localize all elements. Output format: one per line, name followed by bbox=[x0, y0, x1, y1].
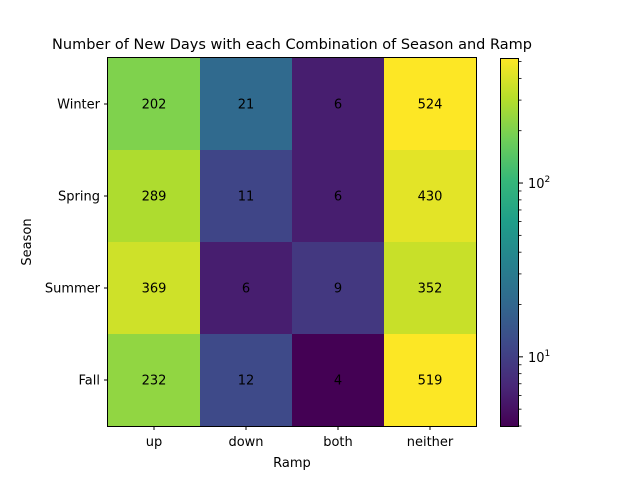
cell-value-label: 9 bbox=[334, 282, 342, 297]
cell-value-label: 430 bbox=[418, 190, 443, 205]
heatmap-cell bbox=[292, 334, 385, 427]
heatmap-cell bbox=[384, 58, 477, 151]
heatmap-cell bbox=[200, 242, 293, 335]
x-tick-label: down bbox=[228, 435, 263, 450]
heatmap-cell bbox=[384, 334, 477, 427]
cell-value-label: 6 bbox=[242, 282, 250, 297]
cell-value-label: 4 bbox=[334, 374, 342, 389]
cell-value-label: 202 bbox=[142, 98, 167, 113]
heatmap-cells bbox=[108, 58, 477, 427]
cell-value-label: 232 bbox=[142, 374, 167, 389]
x-tick-label: both bbox=[323, 435, 353, 450]
cell-value-label: 519 bbox=[418, 374, 443, 389]
heatmap-cell bbox=[292, 242, 385, 335]
plot-frame bbox=[107, 57, 477, 427]
y-tick-label: Winter bbox=[57, 98, 101, 113]
cell-value-label: 11 bbox=[238, 190, 255, 205]
colorbar bbox=[500, 58, 519, 426]
heatmap-cell bbox=[292, 150, 385, 243]
colorbar-tick-label: 102 bbox=[528, 175, 550, 192]
y-tick-label: Fall bbox=[79, 374, 100, 389]
heatmap-cell bbox=[384, 242, 477, 335]
heatmap-cell-labels: 202 21 6 524 289 11 6 430 369 6 9 352 232 12 4 519 bbox=[142, 98, 443, 389]
y-tick-label: Spring bbox=[58, 190, 100, 205]
x-tick-label: neither bbox=[407, 435, 454, 450]
heatmap-cell bbox=[108, 58, 201, 151]
x-axis-label: Ramp bbox=[273, 456, 311, 471]
y-axis-ticks: Winter Spring Summer Fall bbox=[45, 98, 108, 389]
heatmap-cell bbox=[200, 58, 293, 151]
cell-value-label: 21 bbox=[238, 98, 255, 113]
colorbar-ticks: 101 102 bbox=[519, 61, 550, 427]
heatmap-cell bbox=[108, 150, 201, 243]
x-axis-ticks: up down both neither bbox=[146, 426, 454, 450]
cell-value-label: 289 bbox=[142, 190, 167, 205]
cell-value-label: 6 bbox=[334, 190, 342, 205]
cell-value-label: 369 bbox=[142, 282, 167, 297]
x-tick-label: up bbox=[146, 435, 163, 450]
y-tick-label: Summer bbox=[45, 282, 101, 297]
heatmap-cell bbox=[200, 150, 293, 243]
cell-value-label: 352 bbox=[418, 282, 443, 297]
heatmap-cell bbox=[200, 334, 293, 427]
y-axis-label: Season bbox=[20, 218, 35, 265]
cell-value-label: 524 bbox=[418, 98, 443, 113]
cell-value-label: 12 bbox=[238, 374, 255, 389]
cell-value-label: 6 bbox=[334, 98, 342, 113]
heatmap-cell bbox=[384, 150, 477, 243]
heatmap-cell bbox=[108, 242, 201, 335]
colorbar-frame bbox=[500, 58, 519, 427]
heatmap-cell bbox=[292, 58, 385, 151]
colorbar-tick-label: 101 bbox=[528, 349, 550, 366]
chart-title: Number of New Days with each Combination… bbox=[52, 37, 532, 53]
heatmap-cell bbox=[108, 334, 201, 427]
